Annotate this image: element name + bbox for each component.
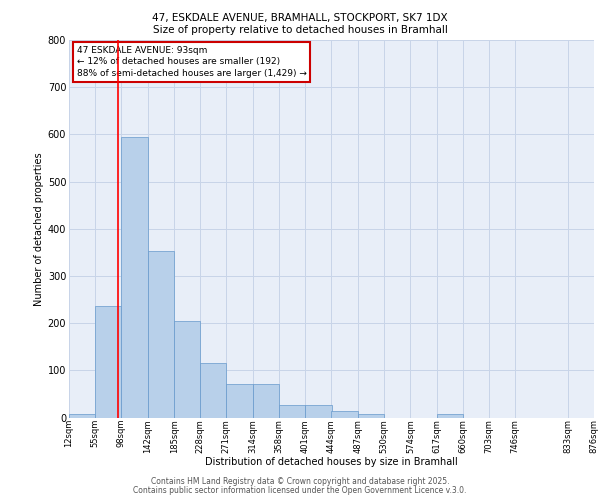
Bar	[95, 306, 121, 418]
Bar	[69, 414, 95, 418]
Bar	[437, 414, 463, 418]
Text: 47, ESKDALE AVENUE, BRAMHALL, STOCKPORT, SK7 1DX: 47, ESKDALE AVENUE, BRAMHALL, STOCKPORT,…	[152, 12, 448, 22]
Bar	[331, 412, 358, 418]
Text: 47 ESKDALE AVENUE: 93sqm
← 12% of detached houses are smaller (192)
88% of semi-: 47 ESKDALE AVENUE: 93sqm ← 12% of detach…	[77, 46, 307, 78]
Bar	[121, 136, 148, 418]
Bar	[253, 384, 279, 418]
Y-axis label: Number of detached properties: Number of detached properties	[34, 152, 44, 306]
Bar	[174, 321, 200, 418]
X-axis label: Distribution of detached houses by size in Bramhall: Distribution of detached houses by size …	[205, 457, 458, 467]
Bar	[279, 405, 305, 417]
Bar	[200, 363, 226, 418]
Bar	[305, 405, 331, 417]
Bar	[226, 384, 253, 418]
Bar	[358, 414, 384, 418]
Text: Contains public sector information licensed under the Open Government Licence v.: Contains public sector information licen…	[133, 486, 467, 495]
Text: Size of property relative to detached houses in Bramhall: Size of property relative to detached ho…	[152, 25, 448, 35]
Text: Contains HM Land Registry data © Crown copyright and database right 2025.: Contains HM Land Registry data © Crown c…	[151, 477, 449, 486]
Bar	[148, 251, 174, 418]
